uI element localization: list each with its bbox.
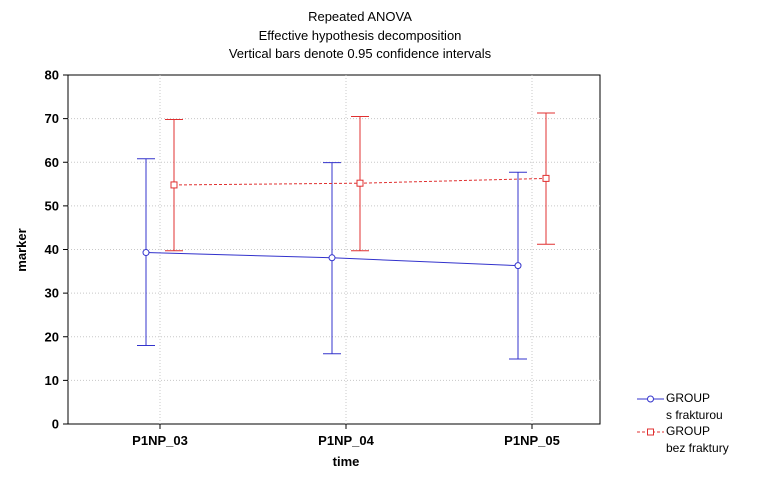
data-point bbox=[542, 174, 550, 182]
chart-subtitle-ci-note: Vertical bars denote 0.95 confidence int… bbox=[228, 46, 492, 61]
chart-subtitle: Effective hypothesis decomposition bbox=[258, 28, 462, 43]
chart-title: Repeated ANOVA bbox=[308, 9, 412, 24]
x-tick-label: P1NP_05 bbox=[504, 433, 560, 448]
y-tick-label: 20 bbox=[45, 329, 59, 344]
legend-item-s-frakturou: GROUP s frakturou bbox=[636, 391, 756, 429]
y-tick-label: 30 bbox=[45, 286, 59, 301]
data-point bbox=[142, 249, 150, 257]
y-tick-label: 40 bbox=[45, 242, 59, 257]
legend-label-line2: s frakturou bbox=[666, 408, 723, 422]
y-tick-label: 0 bbox=[52, 417, 59, 432]
legend-label-line1: GROUP bbox=[666, 424, 711, 438]
data-point bbox=[356, 179, 364, 187]
legend-label-line1: GROUP bbox=[666, 391, 711, 405]
legend-item-bez-fraktury: GROUP bez fraktury bbox=[636, 424, 756, 462]
y-tick-label: 10 bbox=[45, 373, 59, 388]
y-tick-label: 70 bbox=[45, 111, 59, 126]
legend: GROUP s frakturou GROUP bez fraktury bbox=[636, 391, 756, 462]
plot-frame bbox=[67, 74, 601, 425]
y-axis-label: marker bbox=[14, 228, 29, 271]
x-tick-label: P1NP_03 bbox=[132, 433, 188, 448]
legend-swatch-square-icon bbox=[637, 428, 664, 436]
data-point bbox=[514, 262, 522, 270]
y-tick-label: 50 bbox=[45, 198, 59, 213]
legend-label-line2: bez fraktury bbox=[666, 441, 729, 455]
data-point bbox=[170, 181, 178, 189]
y-tick-label: 80 bbox=[45, 68, 59, 83]
x-axis-label: time bbox=[333, 454, 360, 469]
legend-swatch-circle-icon bbox=[637, 395, 664, 403]
y-tick-label: 60 bbox=[45, 155, 59, 170]
x-tick-label: P1NP_04 bbox=[318, 433, 374, 448]
data-point bbox=[328, 254, 336, 262]
